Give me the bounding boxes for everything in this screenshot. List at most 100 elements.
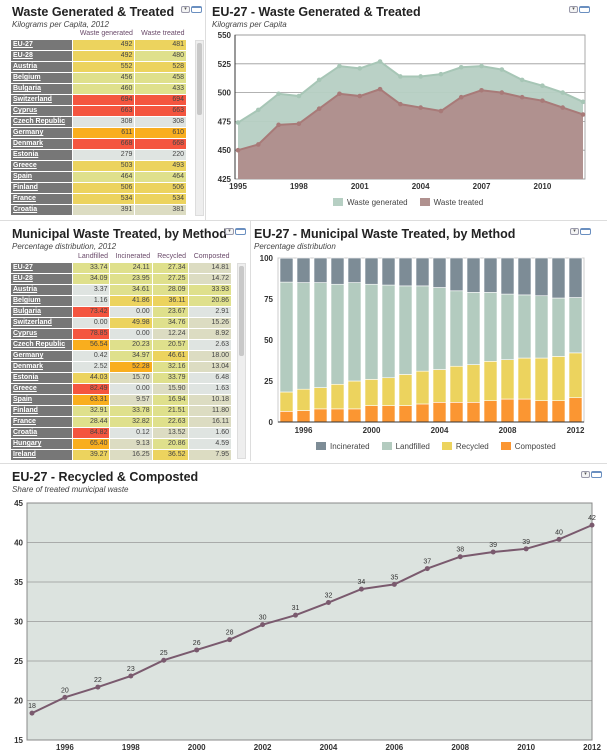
country-link[interactable]: EU-27 <box>9 261 74 274</box>
country-link[interactable]: Ireland <box>9 448 74 461</box>
data-point <box>260 622 266 628</box>
country-link[interactable]: France <box>9 192 74 205</box>
country-link[interactable]: Germany <box>9 126 74 139</box>
value-cell: 73.42 <box>72 305 111 318</box>
data-point <box>490 549 496 555</box>
table-row: Estonia 44.03 15.70 33.79 6.48 <box>9 371 232 384</box>
column-header[interactable]: Incinerated <box>115 253 151 261</box>
x-tick-label: 2004 <box>412 182 430 191</box>
column-header[interactable]: Waste treated <box>141 30 185 38</box>
dropdown-icon[interactable]: ▾ <box>570 228 579 235</box>
method-table-panel: Municipal Waste Treated, by Method Perce… <box>0 222 250 461</box>
country-link[interactable]: Greece <box>9 382 74 395</box>
value-cell: 0.00 <box>72 316 111 329</box>
country-link[interactable]: Finland <box>9 181 74 194</box>
data-point <box>357 93 363 99</box>
country-link[interactable]: EU-28 <box>9 272 74 285</box>
country-link[interactable]: Estonia <box>9 148 74 161</box>
column-header[interactable]: Composted <box>193 253 230 261</box>
data-point <box>580 99 586 105</box>
x-tick-label: 2010 <box>534 182 552 191</box>
column-header[interactable]: Recycled <box>157 253 186 261</box>
dropdown-icon[interactable]: ▾ <box>581 471 590 478</box>
country-link[interactable]: Cyprus <box>9 327 74 340</box>
country-link[interactable]: Croatia <box>9 426 74 439</box>
chart-legend: Incinerated Landfilled Recycled Composted <box>316 442 556 451</box>
data-point <box>479 63 484 69</box>
country-link[interactable]: Denmark <box>9 360 74 373</box>
value-cell: 6.48 <box>187 371 232 384</box>
value-cell: 464 <box>134 170 187 183</box>
country-link[interactable]: France <box>9 415 74 428</box>
column-header[interactable]: Landfilled <box>78 253 108 261</box>
data-point <box>540 83 545 88</box>
country-link[interactable]: Greece <box>9 159 74 172</box>
data-point <box>499 67 505 72</box>
country-link[interactable]: Hungary <box>9 437 74 450</box>
dropdown-icon[interactable]: ▾ <box>225 228 234 235</box>
legend-item[interactable]: Recycled <box>441 442 489 451</box>
country-link[interactable]: Spain <box>9 393 74 406</box>
maximize-icon[interactable] <box>579 6 590 13</box>
country-link[interactable]: Austria <box>9 283 74 296</box>
country-link[interactable]: EU-28 <box>9 49 74 62</box>
country-link[interactable]: Czech Republic <box>9 115 74 128</box>
bar-composted <box>279 411 294 423</box>
bar-recycled <box>432 369 447 403</box>
value-cell: 456 <box>72 71 136 84</box>
maximize-icon[interactable] <box>591 471 602 478</box>
legend-item[interactable]: Landfilled <box>381 442 430 451</box>
maximize-icon[interactable] <box>191 6 202 13</box>
bar-landfilled <box>364 283 379 380</box>
scrollbar[interactable] <box>237 263 246 459</box>
panel-controls: ▾ <box>570 228 591 235</box>
value-cell: 391 <box>72 203 136 216</box>
bar-incinerated <box>279 257 294 283</box>
value-cell: 4.59 <box>187 437 232 450</box>
country-link[interactable]: Switzerland <box>9 316 74 329</box>
country-link[interactable]: Germany <box>9 349 74 362</box>
country-link[interactable]: Estonia <box>9 371 74 384</box>
column-header[interactable]: Waste generated <box>79 30 133 38</box>
table-row: Bulgaria 460 433 <box>9 82 187 95</box>
data-label: 28 <box>226 630 234 637</box>
country-link[interactable]: Switzerland <box>9 93 74 106</box>
legend-item[interactable]: Composted <box>500 442 556 451</box>
dropdown-icon[interactable]: ▾ <box>569 6 578 13</box>
scrollbar[interactable] <box>195 40 204 216</box>
country-link[interactable]: Belgium <box>9 294 74 307</box>
table-row: EU-28 492 480 <box>9 49 187 62</box>
y-tick-label: 20 <box>14 697 23 706</box>
country-link[interactable]: Czech Republic <box>9 338 74 351</box>
country-link[interactable]: EU-27 <box>9 38 74 51</box>
y-tick-label: 15 <box>14 736 23 745</box>
country-link[interactable]: Finland <box>9 404 74 417</box>
value-cell: 308 <box>72 115 136 128</box>
legend-item[interactable]: Waste treated <box>419 198 483 207</box>
bar-recycled <box>296 388 311 411</box>
x-tick-label: 2007 <box>473 182 491 191</box>
country-link[interactable]: Bulgaria <box>9 82 74 95</box>
dropdown-icon[interactable]: ▾ <box>181 6 190 13</box>
country-link[interactable]: Spain <box>9 170 74 183</box>
value-cell: 2.52 <box>72 360 111 373</box>
country-link[interactable]: Cyprus <box>9 104 74 117</box>
country-link[interactable]: Austria <box>9 60 74 73</box>
country-link[interactable]: Denmark <box>9 137 74 150</box>
scrollbar-thumb[interactable] <box>197 43 202 115</box>
country-link[interactable]: Croatia <box>9 203 74 216</box>
bar-recycled <box>364 379 379 406</box>
legend-item[interactable]: Incinerated <box>316 442 370 451</box>
data-point <box>29 710 35 716</box>
maximize-icon[interactable] <box>235 228 246 235</box>
scrollbar-thumb[interactable] <box>239 266 244 356</box>
data-label: 42 <box>588 515 596 522</box>
legend-item[interactable]: Waste generated <box>333 198 408 207</box>
country-link[interactable]: Bulgaria <box>9 305 74 318</box>
maximize-icon[interactable] <box>580 228 591 235</box>
bar-recycled <box>500 359 515 400</box>
bar-composted <box>364 405 379 423</box>
bar-landfilled <box>347 282 362 382</box>
data-point <box>418 74 423 79</box>
country-link[interactable]: Belgium <box>9 71 74 84</box>
